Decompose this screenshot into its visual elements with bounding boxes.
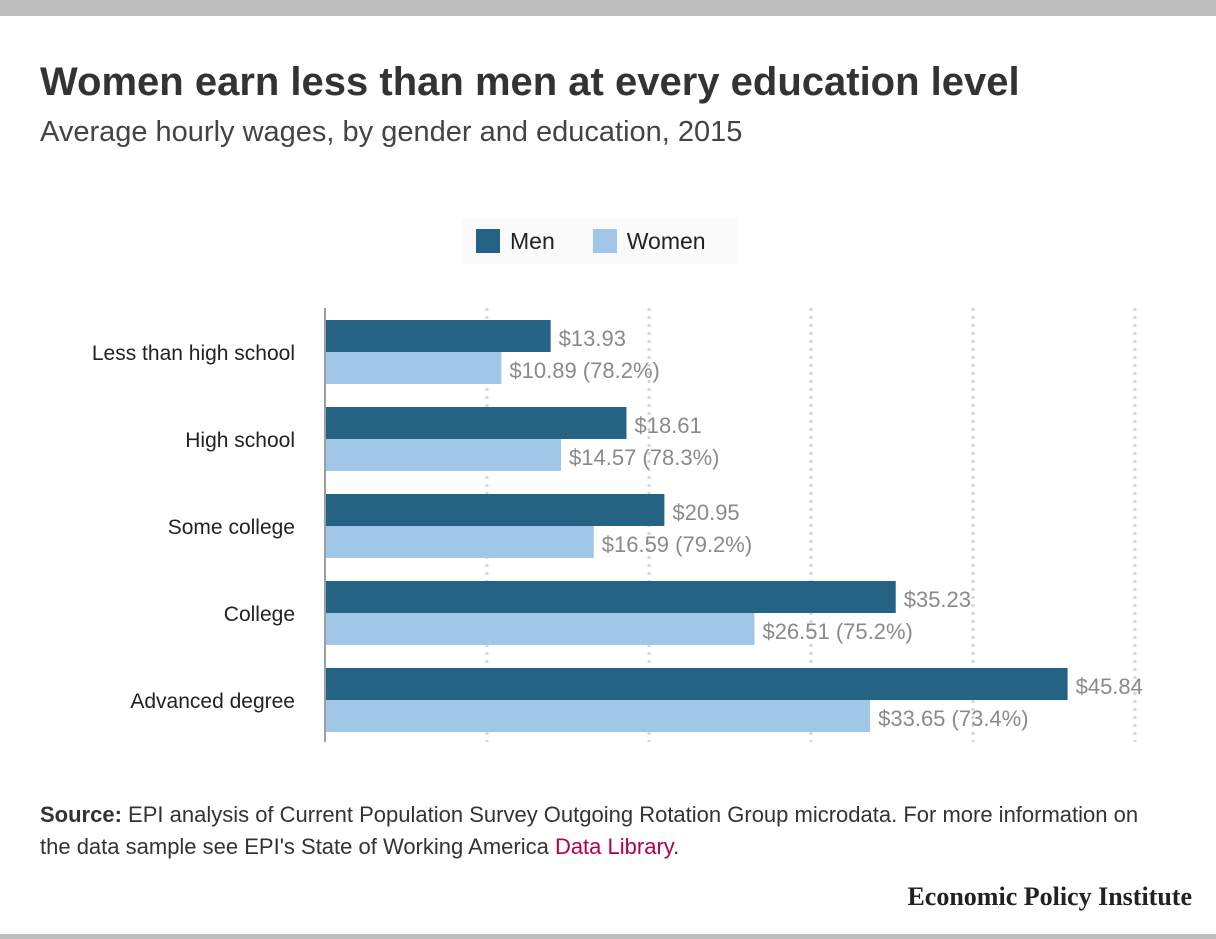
bar-men	[325, 494, 665, 526]
bar-chart: Less than high school $13.93 $10.89 (78.2%…	[92, 308, 1143, 742]
source-note: Source: EPI analysis of Current Populati…	[40, 799, 1150, 863]
chart-title: Women earn less than men at every educat…	[40, 60, 1020, 104]
data-library-link[interactable]: Data Library	[554, 834, 674, 859]
legend-label-women: Women	[626, 227, 706, 254]
legend-swatch-women	[592, 229, 617, 253]
source-label: Source:	[40, 802, 122, 827]
data-label-women: $14.57 (78.3%)	[569, 445, 719, 470]
top-border	[0, 0, 1216, 16]
data-label-women: $26.51 (75.2%)	[762, 619, 912, 644]
chart-subtitle: Average hourly wages, by gender and educ…	[40, 116, 743, 148]
legend-item-men: Men	[476, 228, 555, 255]
bar-men	[325, 407, 627, 439]
legend-item-women: Women	[592, 227, 706, 255]
data-label-women: $16.59 (79.2%)	[602, 532, 752, 557]
source-text: EPI analysis of Current Population Surve…	[40, 802, 1139, 859]
category-label: College	[224, 603, 295, 626]
data-label-women: $10.89 (78.2%)	[509, 358, 659, 383]
data-label-men: $45.84	[1076, 674, 1143, 699]
bar-men	[325, 668, 1068, 700]
category-label: Advanced degree	[130, 690, 295, 713]
bar-women	[325, 526, 594, 558]
legend-label-men: Men	[510, 227, 555, 254]
source-suffix: .	[673, 834, 680, 859]
category-label: High school	[185, 429, 295, 452]
data-label-women: $33.65 (73.4%)	[878, 706, 1028, 731]
bar-women	[325, 352, 502, 384]
epi-logo: Economic Policy Institute	[907, 882, 1192, 911]
bar-women	[325, 613, 755, 645]
bar-women	[325, 700, 871, 732]
category-label: Less than high school	[92, 342, 295, 365]
bar-men	[325, 320, 551, 352]
category-label: Some college	[168, 516, 295, 539]
data-label-men: $18.61	[634, 413, 701, 438]
legend: Men Women	[462, 218, 737, 264]
bar-women	[325, 439, 562, 471]
bottom-border	[0, 934, 1216, 939]
data-label-men: $13.93	[559, 326, 626, 351]
data-label-men: $20.95	[672, 500, 739, 525]
legend-swatch-men	[476, 229, 500, 253]
bar-men	[325, 581, 896, 613]
data-label-men: $35.23	[904, 587, 971, 612]
